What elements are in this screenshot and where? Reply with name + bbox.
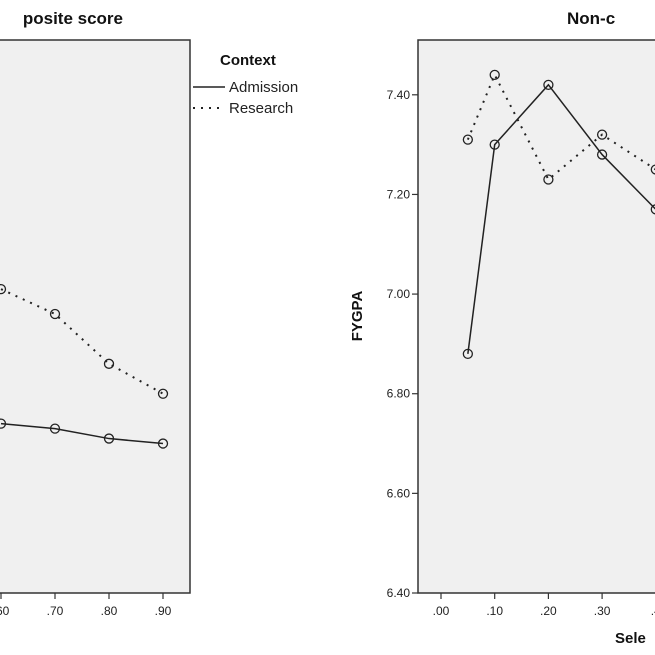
series-admission-point: [157, 438, 169, 449]
series-admission-point: [103, 433, 115, 444]
series-research-point: [543, 174, 554, 185]
y-tick-label: 7.20: [387, 187, 411, 201]
series-research-point: [0, 283, 7, 295]
series-admission-point: [0, 418, 7, 429]
series-research-point: [103, 358, 115, 369]
x-tick-label: .60: [0, 604, 10, 618]
x-tick-label: .80: [101, 604, 118, 618]
x-tick-label: .30: [594, 604, 611, 618]
series-admission-point: [543, 79, 554, 90]
series-admission-point: [489, 139, 500, 150]
series-research-point: [157, 388, 169, 399]
series-research-point: [596, 129, 608, 140]
y-tick-label: 7.40: [387, 88, 411, 102]
y-axis-label: FYGPA: [349, 291, 366, 342]
y-tick-label: 6.60: [387, 486, 411, 500]
x-axis-label: Sele: [615, 630, 646, 647]
legend-admission-label: Admission: [229, 79, 298, 96]
series-admission-point: [49, 423, 61, 434]
series-admission-point: [596, 149, 608, 160]
right-plot-area: [417, 39, 655, 594]
legend-research-label: Research: [229, 100, 293, 117]
x-tick-label: .00: [433, 604, 450, 618]
y-tick-label: 6.40: [387, 586, 411, 600]
legend-title: Context: [220, 52, 276, 69]
series-admission-point: [650, 204, 655, 215]
x-tick-label: .70: [47, 604, 64, 618]
x-tick-label: .20: [540, 604, 557, 618]
series-research-point: [462, 134, 474, 145]
x-tick-label: .10: [486, 604, 503, 618]
x-tick-label: .4: [651, 604, 655, 618]
right-chart-title: Non-c: [567, 9, 615, 28]
y-tick-label: 6.80: [387, 387, 411, 401]
series-admission-point: [462, 348, 474, 360]
left-plot-area: [0, 39, 191, 594]
left-chart-title: posite score: [23, 9, 123, 28]
series-research-line: [0, 288, 164, 395]
series-research-point: [489, 69, 500, 81]
series-research-point: [650, 164, 655, 175]
legend: Context Admission Research: [193, 52, 298, 117]
series-admission-line: [0, 422, 164, 445]
series-research-point: [49, 308, 61, 320]
series-admission-line: [467, 83, 655, 354]
x-tick-label: .90: [155, 604, 172, 618]
y-tick-label: 7.00: [387, 287, 411, 301]
